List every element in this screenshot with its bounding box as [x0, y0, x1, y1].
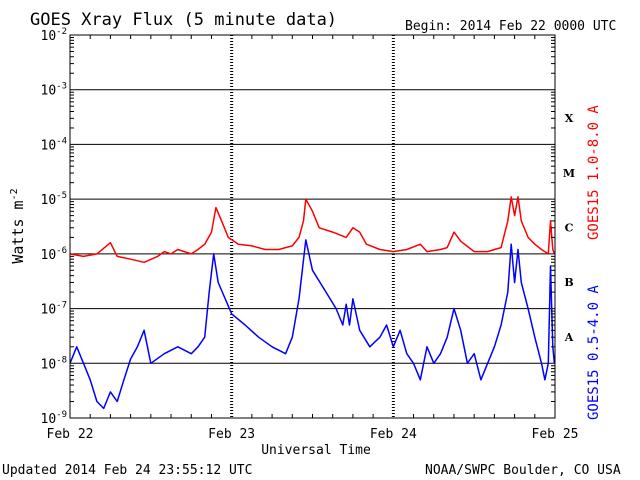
y-tick-label: 10-3 [41, 82, 68, 99]
y-axis-ticks: 10-210-310-410-510-610-710-810-9 [41, 27, 555, 427]
legend-series-2: GOES15 0.5-4.0 A [586, 285, 602, 420]
y-tick-label: 10-4 [41, 136, 68, 153]
y-tick-base: 10 [41, 29, 57, 44]
flare-class-x: X [565, 112, 574, 125]
y-tick-base: 10 [41, 138, 57, 153]
flare-class-m: M [563, 167, 575, 180]
series-line-2 [69, 239, 556, 410]
flare-class-a: A [564, 331, 574, 344]
x-tick-label: Feb 25 [532, 427, 579, 442]
y-tick-exponent: -7 [56, 301, 67, 311]
begin-label: Begin: 2014 Feb 22 0000 UTC [405, 19, 616, 34]
y-tick-label: 10-8 [41, 355, 68, 372]
series-line-1 [69, 196, 556, 264]
flare-class-labels: X M C B A [563, 112, 575, 344]
updated-timestamp: Updated 2014 Feb 24 23:55:12 UTC [2, 463, 252, 478]
source-credit: NOAA/SWPC Boulder, CO USA [425, 463, 621, 478]
y-axis-label-base: Watts m [9, 200, 27, 263]
y-axis-label: Watts m-2 [9, 188, 27, 263]
y-tick-exponent: -8 [56, 355, 67, 365]
y-tick-exponent: -9 [56, 410, 67, 420]
y-tick-label: 10-7 [41, 301, 68, 318]
y-tick-exponent: -6 [56, 246, 67, 256]
y-tick-label: 10-5 [41, 191, 68, 208]
x-tick-label: Feb 22 [47, 427, 94, 442]
y-tick-base: 10 [41, 357, 57, 372]
flare-class-b: B [564, 276, 573, 289]
y-tick-base: 10 [41, 303, 57, 318]
y-tick-base: 10 [41, 248, 57, 263]
y-tick-exponent: -3 [56, 82, 67, 92]
y-tick-label: 10-6 [41, 246, 68, 263]
y-axis-label-exponent: -2 [9, 188, 20, 200]
x-axis-label: Universal Time [261, 443, 371, 458]
y-tick-base: 10 [41, 193, 57, 208]
y-tick-exponent: -5 [56, 191, 67, 201]
y-tick-base: 10 [41, 84, 57, 99]
y-tick-exponent: -2 [56, 27, 67, 37]
y-tick-exponent: -4 [56, 136, 67, 146]
series-layer [69, 196, 556, 410]
x-tick-label: Feb 24 [370, 427, 417, 442]
y-tick-label: 10-2 [41, 27, 68, 44]
x-tick-label: Feb 23 [208, 427, 255, 442]
flare-class-c: C [565, 222, 574, 235]
chart-title: GOES Xray Flux (5 minute data) [30, 10, 337, 30]
legend-series-1: GOES15 1.0-8.0 A [586, 105, 602, 240]
x-axis-ticks: Feb 22 Feb 23 Feb 24 Feb 25 [47, 35, 579, 442]
y-tick-base: 10 [41, 412, 57, 427]
y-tick-label: 10-9 [41, 410, 68, 427]
